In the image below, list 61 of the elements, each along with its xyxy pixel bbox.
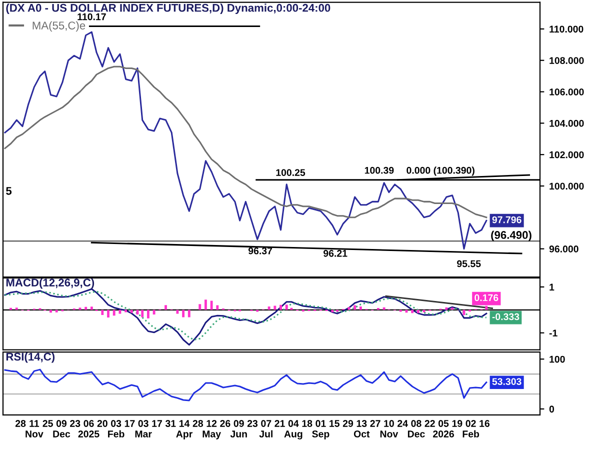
x-tick-label: 11 Nov bbox=[26, 420, 44, 438]
x-tick-label: 04 Aug bbox=[284, 420, 302, 440]
y-tick-label: 102.000 bbox=[550, 151, 584, 158]
x-tick-label: 18 bbox=[302, 420, 312, 427]
x-tick-label: 09 Jun bbox=[230, 420, 247, 438]
y-tick-label: 104.000 bbox=[550, 120, 584, 127]
x-tick-label: 12 May bbox=[202, 420, 221, 440]
y-tick-label: 100.000 bbox=[550, 182, 584, 190]
x-tick-label: 10 Nov bbox=[380, 420, 398, 438]
annotation: 100.39 bbox=[364, 166, 394, 174]
chart-title: (DX A0 - US DOLLAR INDEX FUTURES,D) Dynamic,0:00-24:00 bbox=[6, 4, 330, 14]
data-label: -0.333 bbox=[492, 313, 520, 320]
y-tick-label: 108.000 bbox=[550, 57, 584, 64]
y-tick-label: 106.000 bbox=[550, 88, 584, 96]
x-tick-label: 29 bbox=[342, 420, 354, 427]
chart-title: MACD(12,26,9,C) bbox=[6, 278, 94, 289]
x-tick-label: 03 Feb bbox=[108, 420, 124, 438]
x-tick-label: 24 bbox=[398, 420, 408, 427]
x-tick-label: 21 bbox=[274, 420, 285, 427]
annotation: 96.37 bbox=[248, 247, 272, 254]
annotation: 95.55 bbox=[457, 260, 481, 268]
x-tick-label: 22 bbox=[424, 420, 435, 427]
x-tick-label: 01 Sep bbox=[312, 420, 330, 440]
x-tick-label: 28 bbox=[15, 420, 26, 427]
annotation: 96.21 bbox=[324, 250, 348, 257]
x-tick-label: 28 bbox=[192, 420, 204, 427]
annotation: 110.17 bbox=[78, 13, 106, 20]
y-tick-label: 0 bbox=[549, 406, 554, 413]
x-tick-label: 23 bbox=[70, 420, 80, 427]
annotation: 0.000 (100.390) bbox=[406, 166, 474, 176]
x-tick-label: 31 bbox=[165, 420, 176, 427]
x-tick-label: 25 bbox=[42, 420, 53, 427]
data-label: 53.303 bbox=[492, 378, 522, 385]
y-tick-label: 1 bbox=[550, 284, 554, 290]
y-tick-label: 110.000 bbox=[550, 26, 584, 33]
y-tick-label: 96.000 bbox=[549, 246, 578, 252]
y-tick-label: -1 bbox=[549, 330, 558, 336]
x-tick-label: 08 Dec bbox=[408, 420, 425, 438]
x-tick-label: 27 bbox=[370, 420, 380, 427]
x-tick-label: 09 Dec bbox=[53, 420, 70, 438]
x-tick-label: 02 Feb bbox=[462, 420, 480, 438]
x-tick-label: 15 bbox=[330, 420, 340, 427]
x-tick-label: 20 bbox=[97, 420, 108, 427]
x-tick-label: 23 bbox=[247, 420, 258, 427]
x-tick-label: 13 Oct bbox=[354, 420, 370, 438]
x-tick-label: 14 Apr bbox=[176, 420, 192, 440]
data-label: 97.796 bbox=[492, 216, 522, 224]
annotation: 5 bbox=[6, 187, 12, 195]
x-tick-label: 19 bbox=[452, 420, 462, 427]
data-label: 0.176 bbox=[474, 294, 498, 302]
x-tick-label: 26 bbox=[220, 420, 230, 427]
ref-line-label: (96.490) bbox=[491, 230, 532, 242]
x-tick-label: 16 bbox=[480, 420, 490, 427]
x-tick-label: 03 Mar bbox=[135, 420, 152, 438]
chart-title: RSI(14,C) bbox=[6, 352, 55, 363]
y-tick-label: 100 bbox=[550, 356, 565, 363]
legend-label: MA(55,C)e bbox=[32, 21, 86, 32]
x-tick-label: 07 Jul bbox=[259, 420, 272, 438]
x-tick-label: 17 bbox=[152, 420, 162, 427]
x-tick-label: 17 bbox=[124, 420, 135, 427]
annotation: 100.25 bbox=[276, 169, 306, 176]
